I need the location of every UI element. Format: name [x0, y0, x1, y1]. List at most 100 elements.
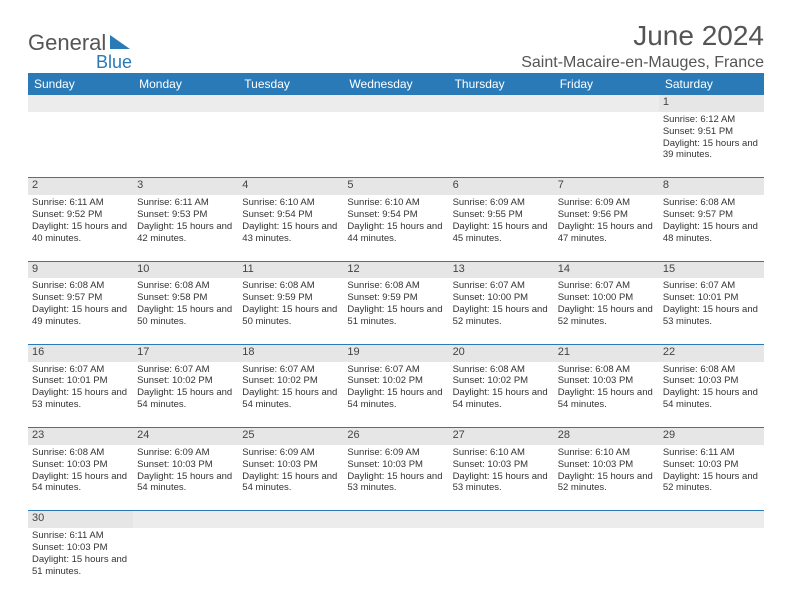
day-number: 4: [242, 179, 339, 193]
day-cell: Sunrise: 6:07 AMSunset: 10:01 PMDaylight…: [659, 278, 764, 344]
day-number-cell: [449, 95, 554, 112]
day-number-cell: [343, 95, 448, 112]
day-info: Sunrise: 6:12 AMSunset: 9:51 PMDaylight:…: [663, 114, 760, 162]
day-number-cell: [28, 95, 133, 112]
weekday-header: Monday: [133, 73, 238, 95]
day-cell: Sunrise: 6:11 AMSunset: 10:03 PMDaylight…: [28, 528, 133, 594]
day-number-cell: 13: [449, 261, 554, 278]
day-cell: Sunrise: 6:08 AMSunset: 9:57 PMDaylight:…: [28, 278, 133, 344]
day-cell: Sunrise: 6:08 AMSunset: 10:03 PMDaylight…: [28, 445, 133, 511]
day-info: Sunrise: 6:10 AMSunset: 9:54 PMDaylight:…: [347, 197, 444, 245]
day-info: Sunrise: 6:08 AMSunset: 9:57 PMDaylight:…: [663, 197, 760, 245]
day-number-cell: 2: [28, 178, 133, 195]
day-number-cell: [133, 511, 238, 528]
day-number: 10: [137, 263, 234, 277]
day-info: Sunrise: 6:10 AMSunset: 10:03 PMDaylight…: [558, 447, 655, 495]
day-cell: Sunrise: 6:07 AMSunset: 10:00 PMDaylight…: [449, 278, 554, 344]
day-number: 22: [663, 346, 760, 360]
day-number-cell: 12: [343, 261, 448, 278]
day-number-cell: 24: [133, 428, 238, 445]
day-info: Sunrise: 6:08 AMSunset: 10:03 PMDaylight…: [663, 364, 760, 412]
day-info: Sunrise: 6:08 AMSunset: 9:59 PMDaylight:…: [347, 280, 444, 328]
day-info: Sunrise: 6:09 AMSunset: 9:55 PMDaylight:…: [453, 197, 550, 245]
day-number-cell: 3: [133, 178, 238, 195]
day-number-cell: 30: [28, 511, 133, 528]
day-number-cell: 19: [343, 344, 448, 361]
day-cell: Sunrise: 6:08 AMSunset: 10:03 PMDaylight…: [659, 362, 764, 428]
calendar-header-row: SundayMondayTuesdayWednesdayThursdayFrid…: [28, 73, 764, 95]
day-info: Sunrise: 6:10 AMSunset: 9:54 PMDaylight:…: [242, 197, 339, 245]
day-info: Sunrise: 6:07 AMSunset: 10:01 PMDaylight…: [32, 364, 129, 412]
day-number-cell: 29: [659, 428, 764, 445]
day-number-cell: [449, 511, 554, 528]
logo-flag-icon: [110, 35, 132, 51]
day-cell: Sunrise: 6:07 AMSunset: 10:02 PMDaylight…: [343, 362, 448, 428]
day-info: Sunrise: 6:07 AMSunset: 10:00 PMDaylight…: [558, 280, 655, 328]
day-cell: [238, 112, 343, 178]
day-cell: [238, 528, 343, 594]
day-number-cell: 25: [238, 428, 343, 445]
day-number-cell: 18: [238, 344, 343, 361]
day-info: Sunrise: 6:10 AMSunset: 10:03 PMDaylight…: [453, 447, 550, 495]
day-cell: Sunrise: 6:08 AMSunset: 9:59 PMDaylight:…: [343, 278, 448, 344]
day-number: 21: [558, 346, 655, 360]
calendar-table: SundayMondayTuesdayWednesdayThursdayFrid…: [28, 73, 764, 594]
day-number-cell: 8: [659, 178, 764, 195]
day-info: Sunrise: 6:11 AMSunset: 9:52 PMDaylight:…: [32, 197, 129, 245]
day-number: 3: [137, 179, 234, 193]
day-number-cell: [133, 95, 238, 112]
day-info: Sunrise: 6:08 AMSunset: 10:02 PMDaylight…: [453, 364, 550, 412]
day-cell: Sunrise: 6:10 AMSunset: 10:03 PMDaylight…: [554, 445, 659, 511]
day-number: 11: [242, 263, 339, 277]
day-number: 18: [242, 346, 339, 360]
day-number: 13: [453, 263, 550, 277]
day-cell: Sunrise: 6:10 AMSunset: 9:54 PMDaylight:…: [238, 195, 343, 261]
calendar-body: 1 Sunrise: 6:12 AMSunset: 9:51 PMDaylight…: [28, 95, 764, 594]
day-cell: Sunrise: 6:08 AMSunset: 10:03 PMDaylight…: [554, 362, 659, 428]
day-cell: Sunrise: 6:07 AMSunset: 10:02 PMDaylight…: [133, 362, 238, 428]
day-number: 5: [347, 179, 444, 193]
day-cell: Sunrise: 6:08 AMSunset: 9:59 PMDaylight:…: [238, 278, 343, 344]
day-number-cell: 23: [28, 428, 133, 445]
day-number-cell: [238, 95, 343, 112]
day-number-cell: 22: [659, 344, 764, 361]
day-cell: Sunrise: 6:07 AMSunset: 10:02 PMDaylight…: [238, 362, 343, 428]
day-cell: [343, 528, 448, 594]
day-number-cell: 7: [554, 178, 659, 195]
day-number-cell: 4: [238, 178, 343, 195]
day-cell: Sunrise: 6:09 AMSunset: 9:55 PMDaylight:…: [449, 195, 554, 261]
day-number: 26: [347, 429, 444, 443]
day-number-cell: [554, 511, 659, 528]
day-cell: [133, 112, 238, 178]
day-cell: [554, 528, 659, 594]
day-number-cell: 26: [343, 428, 448, 445]
day-cell: Sunrise: 6:08 AMSunset: 9:57 PMDaylight:…: [659, 195, 764, 261]
day-cell: Sunrise: 6:08 AMSunset: 9:58 PMDaylight:…: [133, 278, 238, 344]
day-cell: Sunrise: 6:09 AMSunset: 10:03 PMDaylight…: [238, 445, 343, 511]
day-number: 25: [242, 429, 339, 443]
day-number-cell: 15: [659, 261, 764, 278]
weekday-header: Saturday: [659, 73, 764, 95]
day-cell: Sunrise: 6:08 AMSunset: 10:02 PMDaylight…: [449, 362, 554, 428]
day-cell: Sunrise: 6:11 AMSunset: 9:53 PMDaylight:…: [133, 195, 238, 261]
day-cell: [28, 112, 133, 178]
weekday-header: Friday: [554, 73, 659, 95]
day-number-cell: 6: [449, 178, 554, 195]
day-info: Sunrise: 6:08 AMSunset: 10:03 PMDaylight…: [32, 447, 129, 495]
weekday-header: Thursday: [449, 73, 554, 95]
day-number-cell: 11: [238, 261, 343, 278]
day-number-cell: [238, 511, 343, 528]
day-number-cell: 16: [28, 344, 133, 361]
day-info: Sunrise: 6:07 AMSunset: 10:00 PMDaylight…: [453, 280, 550, 328]
day-info: Sunrise: 6:09 AMSunset: 10:03 PMDaylight…: [347, 447, 444, 495]
day-info: Sunrise: 6:11 AMSunset: 10:03 PMDaylight…: [663, 447, 760, 495]
day-number: 1: [663, 96, 760, 110]
day-number-cell: 28: [554, 428, 659, 445]
day-number: 23: [32, 429, 129, 443]
day-cell: [449, 528, 554, 594]
day-cell: Sunrise: 6:07 AMSunset: 10:00 PMDaylight…: [554, 278, 659, 344]
location: Saint-Macaire-en-Mauges, France: [521, 54, 764, 72]
day-info: Sunrise: 6:07 AMSunset: 10:02 PMDaylight…: [137, 364, 234, 412]
day-info: Sunrise: 6:08 AMSunset: 9:59 PMDaylight:…: [242, 280, 339, 328]
day-number-cell: [343, 511, 448, 528]
